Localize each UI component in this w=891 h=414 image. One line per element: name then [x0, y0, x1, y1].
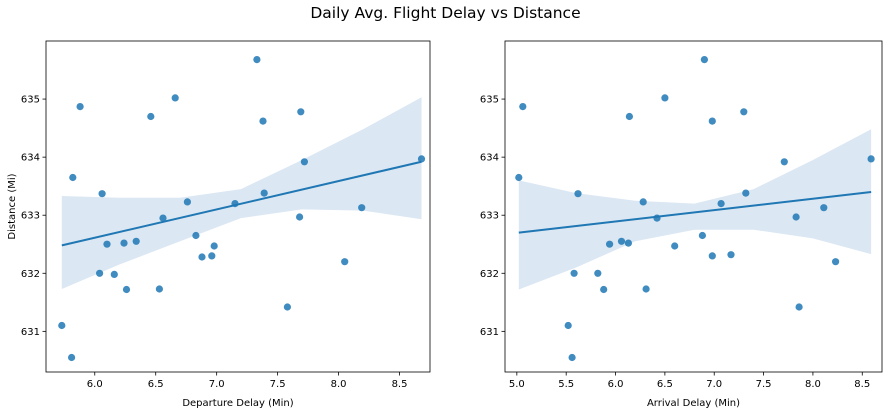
x-tick-label: 7.5: [756, 379, 772, 390]
x-axis-label: Arrival Delay (Min): [647, 398, 740, 409]
data-point: [606, 240, 614, 248]
x-tick-label: 6.5: [657, 379, 673, 390]
figure-title: Daily Avg. Flight Delay vs Distance: [310, 4, 581, 22]
data-point: [795, 303, 803, 311]
data-point: [260, 189, 268, 197]
data-point: [820, 204, 828, 212]
data-point: [624, 239, 633, 247]
x-tick-label: 7.0: [706, 379, 722, 390]
data-point: [671, 242, 679, 250]
data-point: [198, 253, 206, 261]
data-point: [171, 94, 179, 102]
data-point: [740, 108, 748, 116]
data-point: [780, 158, 788, 166]
data-point: [519, 103, 527, 111]
data-point: [867, 155, 875, 163]
data-point: [296, 213, 304, 221]
data-point: [300, 158, 308, 166]
y-tick-label: 635: [480, 95, 499, 106]
right-subplot: 5.0 5.5 6.0 6.5 7.0 7.5 8.0 8.5 631 632 633 634 635 A…: [480, 40, 883, 409]
data-point: [574, 190, 582, 198]
x-tick-label: 6.0: [608, 379, 624, 390]
data-point: [120, 239, 128, 247]
data-point: [642, 285, 650, 293]
data-point: [594, 269, 602, 277]
data-point: [68, 353, 76, 362]
regression-line: [518, 190, 872, 234]
data-point: [76, 103, 84, 111]
data-point: [210, 242, 218, 250]
x-tick-label: 6.5: [148, 379, 164, 390]
y-tick-label: 634: [21, 153, 40, 164]
data-point: [58, 321, 66, 330]
data-point: [742, 189, 750, 197]
x-tick-label: 7.5: [270, 379, 286, 390]
data-point: [96, 269, 104, 277]
data-point: [132, 237, 140, 245]
data-point: [103, 240, 111, 248]
y-tick-label: 633: [21, 211, 40, 222]
data-point: [727, 251, 735, 259]
data-point: [639, 198, 647, 206]
data-point: [283, 303, 291, 311]
data-point: [297, 108, 305, 116]
data-point: [183, 198, 191, 206]
data-point: [155, 285, 163, 293]
x-tick-label: 5.0: [509, 379, 525, 390]
data-point: [832, 258, 840, 266]
y-tick-label: 632: [480, 269, 499, 280]
data-point: [358, 204, 366, 212]
y-tick-label: 631: [480, 327, 499, 338]
x-tick-label: 6.0: [87, 379, 103, 390]
data-point: [417, 155, 426, 163]
y-tick-label: 632: [21, 269, 40, 280]
data-point: [515, 173, 523, 182]
data-point: [147, 112, 155, 121]
left-subplot: 6.0 6.5 7.0 7.5 8.0 8.5 631 632 633 634 635 Departu…: [7, 40, 431, 409]
data-point: [792, 213, 800, 221]
data-point: [717, 200, 725, 208]
y-tick-label: 635: [21, 95, 40, 106]
data-point: [661, 94, 669, 102]
data-point: [98, 190, 106, 198]
data-point: [600, 285, 608, 294]
x-tick-label: 8.0: [805, 379, 821, 390]
data-point: [564, 321, 572, 330]
y-tick-label: 633: [480, 211, 499, 222]
data-point: [625, 112, 634, 121]
x-tick-label: 7.0: [209, 379, 225, 390]
x-axis-label: Departure Delay (Min): [182, 398, 293, 409]
data-point: [69, 173, 77, 182]
data-point: [568, 353, 576, 362]
y-tick-label: 631: [21, 327, 40, 338]
x-tick-label: 8.5: [392, 379, 408, 390]
y-axis-label: Distance (Mi): [7, 173, 18, 239]
y-tick-label: 634: [480, 153, 499, 164]
data-point: [110, 270, 118, 278]
axes-frame: [504, 40, 883, 373]
x-tick-label: 8.5: [854, 379, 870, 390]
data-point: [159, 214, 167, 222]
axes-frame: [45, 40, 431, 373]
data-point: [708, 117, 716, 125]
data-point: [259, 117, 267, 125]
data-point: [253, 56, 261, 64]
data-point: [698, 231, 707, 240]
data-point: [208, 252, 216, 260]
confidence-band: [61, 97, 422, 289]
confidence-band: [518, 129, 872, 290]
x-tick-label: 8.0: [331, 379, 347, 390]
data-point: [700, 56, 709, 64]
data-point: [341, 258, 349, 266]
x-tick-label: 5.5: [558, 379, 574, 390]
regression-line: [61, 160, 422, 247]
data-point: [708, 252, 716, 260]
data-point: [122, 285, 131, 294]
data-point: [192, 231, 200, 240]
data-point: [617, 237, 626, 245]
data-point: [570, 269, 578, 277]
